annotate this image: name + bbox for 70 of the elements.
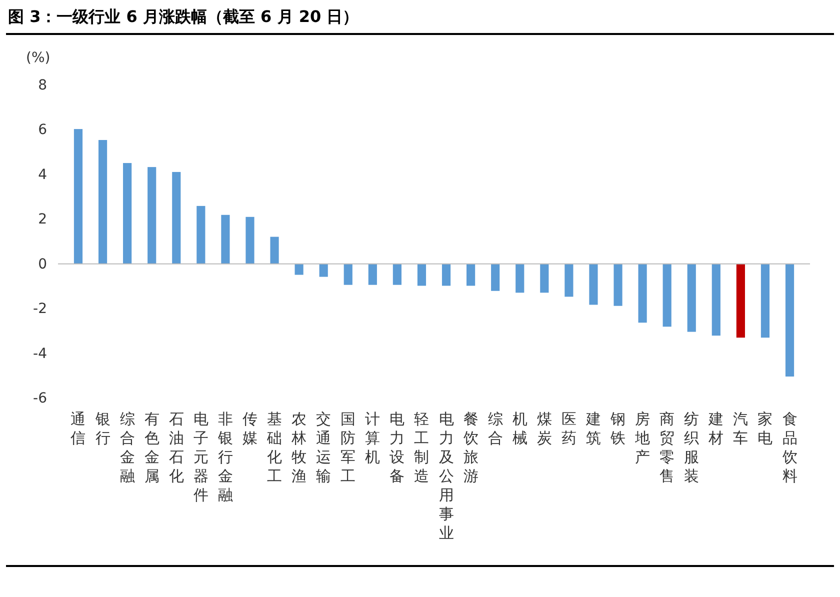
x-tick-label: 电力设备 — [390, 410, 405, 485]
y-tick-label: 0 — [38, 256, 47, 272]
x-tick-label: 综合 — [488, 410, 503, 447]
x-tick-label: 商贸零售 — [660, 410, 675, 485]
bar — [712, 264, 720, 336]
bar — [196, 206, 206, 264]
x-tick-label: 纺织服装 — [684, 410, 700, 485]
bar — [614, 264, 622, 306]
x-tick-label: 建筑 — [584, 410, 601, 447]
x-tick-label: 国防军工 — [340, 410, 356, 485]
y-tick-label: -2 — [33, 301, 47, 318]
bar — [516, 264, 524, 293]
bar — [442, 264, 451, 286]
bar — [294, 264, 304, 275]
bar — [466, 264, 476, 286]
x-tick-label: 传媒 — [242, 410, 258, 447]
y-tick-label: 4 — [38, 166, 48, 183]
bar — [344, 264, 352, 285]
x-tick-label: 农林牧渔 — [290, 410, 307, 485]
x-tick-label: 家电 — [758, 410, 773, 447]
x-tick-label: 综合金融 — [120, 410, 135, 485]
bar — [417, 264, 426, 286]
bar — [148, 167, 156, 264]
chart-title: 图 3：一级行业 6 月涨跌幅（截至 6 月 20 日） — [8, 7, 359, 26]
x-tick-label: 轻工制造 — [414, 410, 430, 485]
bar — [540, 264, 549, 293]
x-tick-label: 食品饮料 — [781, 410, 798, 485]
x-tick-label: 非银行金融 — [216, 410, 233, 504]
x-tick-label: 医药 — [561, 410, 576, 447]
x-tick-label: 煤炭 — [536, 410, 552, 447]
bar — [392, 264, 402, 285]
y-tick-label: 8 — [38, 77, 47, 94]
bar — [785, 264, 794, 377]
y-tick-label: -4 — [33, 346, 48, 362]
bar — [662, 264, 672, 327]
bar — [221, 214, 230, 264]
bar — [564, 264, 574, 297]
bar — [687, 264, 696, 332]
bar — [736, 264, 745, 338]
x-tick-label: 建材 — [708, 410, 724, 447]
bar — [368, 264, 377, 285]
x-tick-label: 电子元器件 — [193, 410, 208, 504]
bar — [270, 236, 279, 264]
x-tick-label: 机械 — [512, 410, 528, 447]
bar — [638, 264, 647, 323]
bar — [98, 140, 108, 264]
x-tick-label: 有色金属 — [144, 410, 160, 485]
x-tick-label: 房地产 — [634, 410, 650, 466]
bar — [74, 129, 83, 264]
x-tick-label: 钢铁 — [610, 410, 626, 447]
x-tick-label: 通信 — [70, 410, 86, 447]
x-tick-label: 交通运输 — [316, 410, 332, 485]
x-tick-label: 银行 — [94, 410, 110, 447]
x-tick-label: 石油石化 — [168, 410, 184, 485]
bar — [246, 216, 254, 264]
y-axis-title: (%) — [26, 50, 50, 66]
bar — [123, 163, 132, 264]
bar — [172, 172, 181, 264]
bar — [760, 264, 770, 338]
y-tick-label: 6 — [38, 122, 48, 138]
bar — [491, 264, 500, 291]
x-tick-label: 餐饮旅游 — [462, 410, 478, 485]
x-tick-label: 汽车 — [733, 410, 748, 447]
x-tick-label: 电力及公用事业 — [438, 410, 454, 542]
y-tick-label: -6 — [33, 390, 48, 406]
y-tick-label: 2 — [38, 212, 47, 228]
bar — [319, 264, 328, 277]
bar — [589, 264, 598, 305]
x-tick-label: 计算机 — [365, 410, 380, 466]
x-tick-label: 基础化工 — [266, 410, 282, 485]
